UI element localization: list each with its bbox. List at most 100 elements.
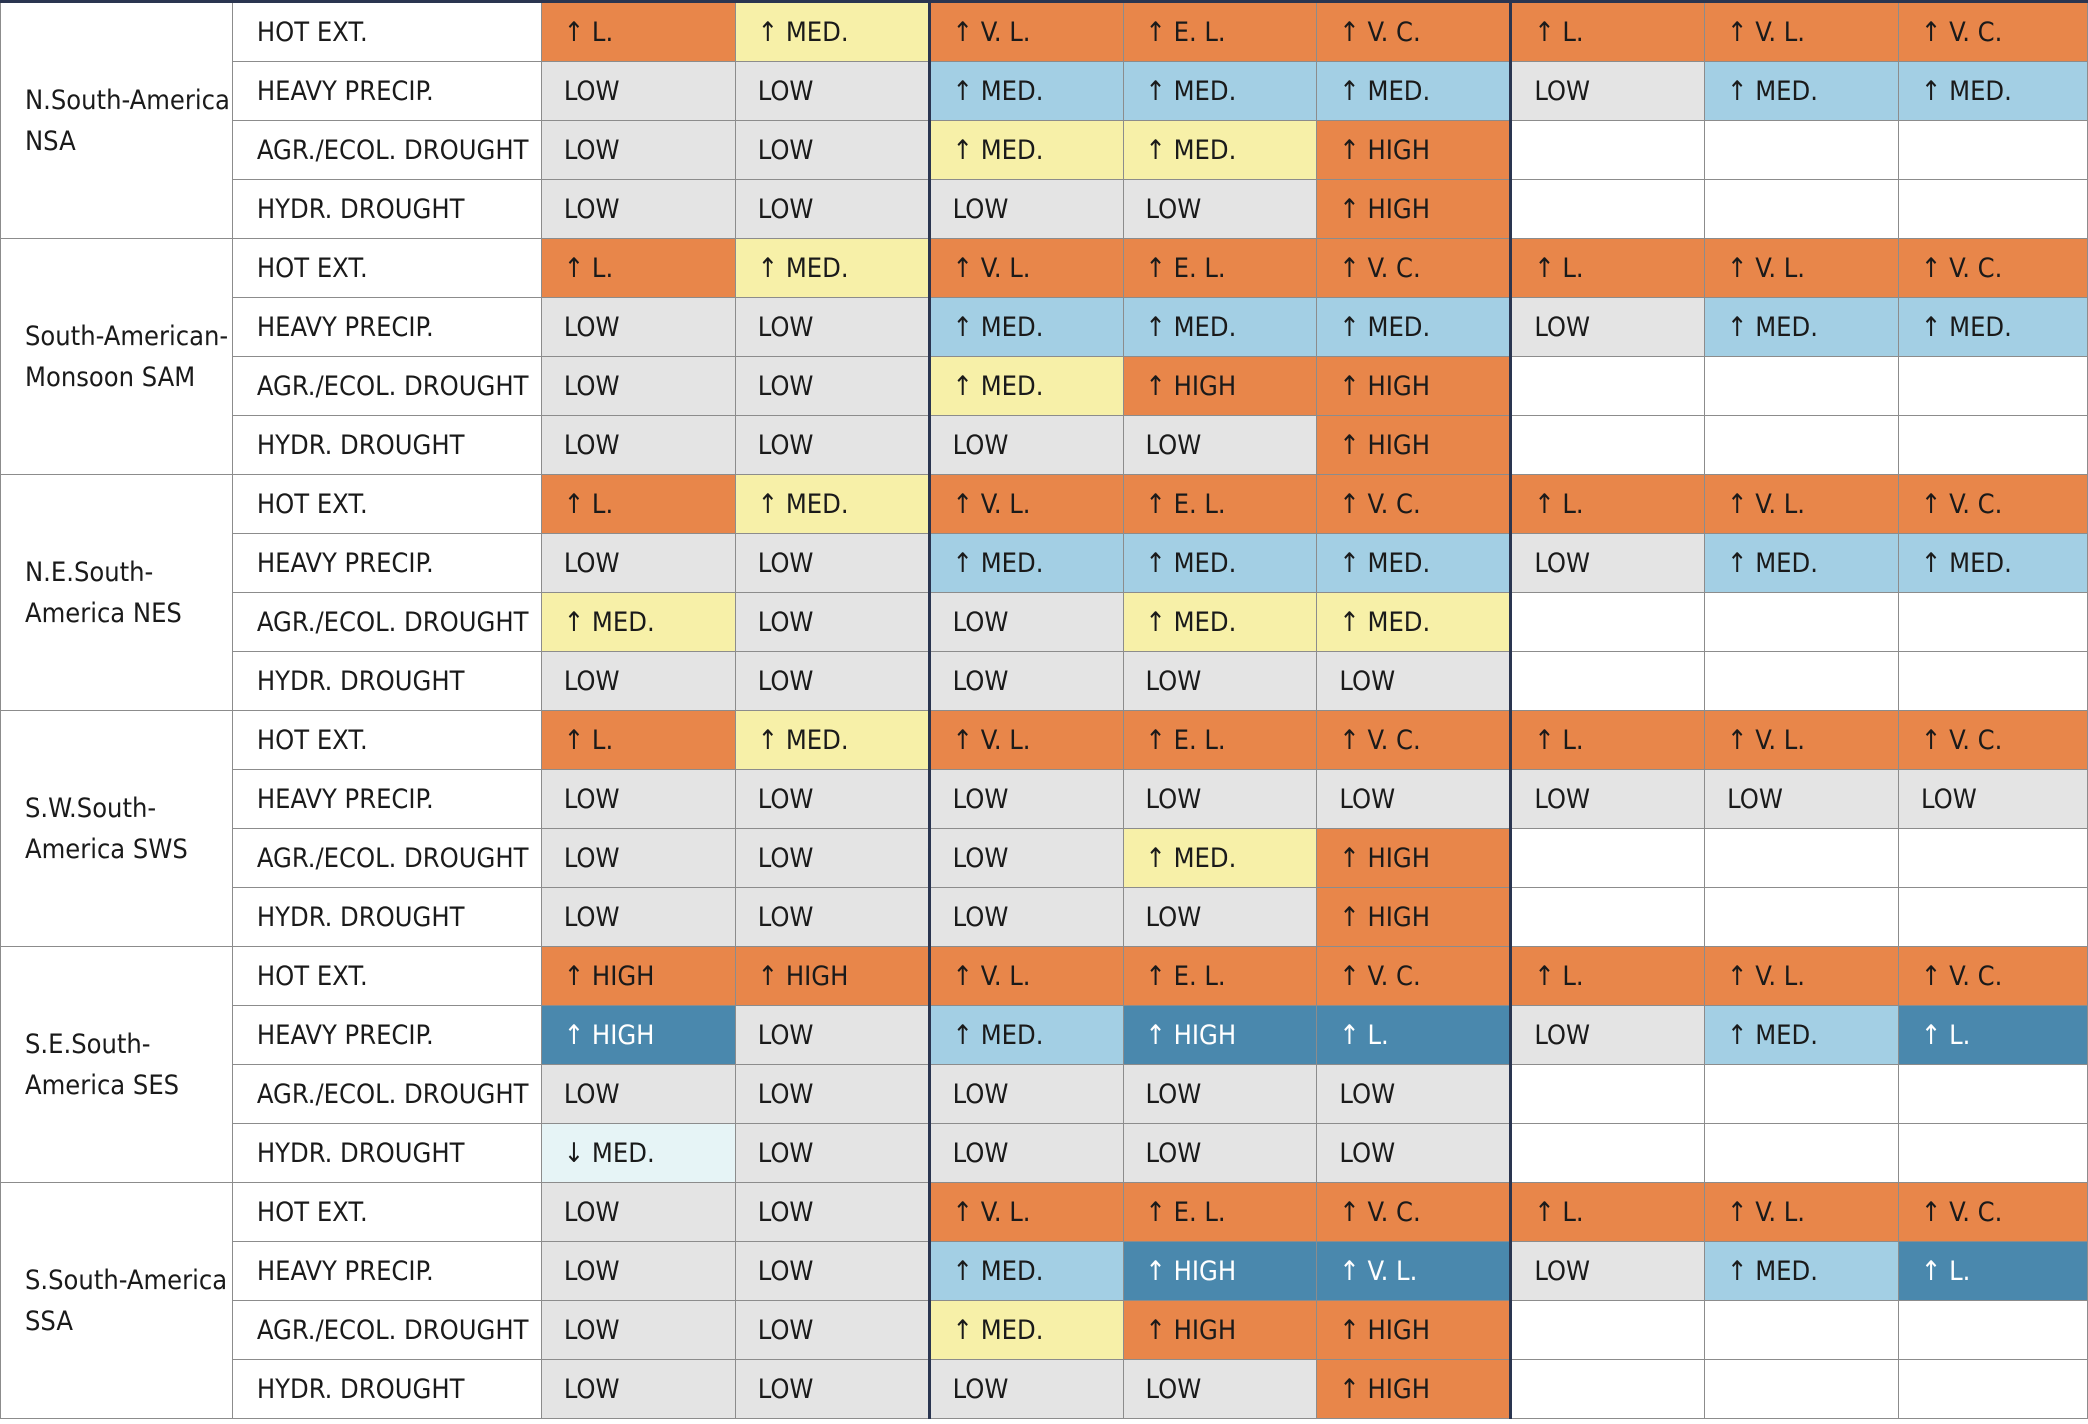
assessment-cell: ↑ HIGH <box>1316 415 1512 475</box>
assessment-cell: LOW <box>734 592 930 652</box>
assessment-cell <box>1509 592 1706 652</box>
assessment-cell: ↑ V. L. <box>1704 1182 1900 1242</box>
assessment-cell: ↑ MED. <box>927 1005 1124 1065</box>
assessment-cell: ↑ L. <box>1509 1182 1706 1242</box>
region-name: South-American-Monsoon SAM <box>0 238 233 475</box>
assessment-cell: ↑ MED. <box>1898 297 2088 357</box>
assessment-cell: ↑ V. C. <box>1316 710 1512 770</box>
assessment-cell: ↑ MED. <box>1122 120 1318 180</box>
assessment-cell: ↑ MED. <box>927 297 1124 357</box>
assessment-cell: ↑ V. L. <box>927 710 1124 770</box>
hazard-label: AGR./ECOL. DROUGHT <box>231 1300 542 1360</box>
assessment-cell: ↑ HIGH <box>1122 1005 1318 1065</box>
assessment-cell: LOW <box>927 1064 1124 1124</box>
assessment-cell: ↑ MED. <box>540 592 736 652</box>
assessment-cell: ↑ V. C. <box>1316 946 1512 1006</box>
assessment-cell: ↑ V. L. <box>1704 474 1900 534</box>
hazard-label: AGR./ECOL. DROUGHT <box>231 828 542 888</box>
hazard-label: HOT EXT. <box>231 238 542 298</box>
assessment-cell: ↑ HIGH <box>1316 179 1512 239</box>
table-row: HYDR. DROUGHT LOW LOW LOW LOW LOW <box>1 651 2088 711</box>
assessment-cell: ↑ HIGH <box>540 946 736 1006</box>
assessment-cell: ↑ HIGH <box>1316 1359 1512 1419</box>
assessment-cell: ↑ MED. <box>927 533 1124 593</box>
region-name: S.W.South-America SWS <box>0 710 233 947</box>
assessment-cell: ↑ L. <box>1509 710 1706 770</box>
hazard-label: HYDR. DROUGHT <box>231 651 542 711</box>
assessment-cell <box>1704 592 1900 652</box>
assessment-cell: ↑ MED. <box>1704 533 1900 593</box>
assessment-cell: LOW <box>734 297 930 357</box>
assessment-cell: LOW <box>1509 61 1706 121</box>
assessment-cell: LOW <box>734 356 930 416</box>
assessment-cell: ↑ L. <box>540 0 736 62</box>
hazard-label: HEAVY PRECIP. <box>231 1241 542 1301</box>
assessment-cell <box>1509 1123 1706 1183</box>
table-row: HEAVY PRECIP. LOW LOW ↑ MED. ↑ HIGH ↑ V. L. LO… <box>1 1241 2088 1301</box>
assessment-cell: LOW <box>540 120 736 180</box>
assessment-cell: ↑ MED. <box>734 710 930 770</box>
table-row: AGR./ECOL. DROUGHT LOW LOW LOW ↑ MED. ↑ HIGH <box>1 828 2088 888</box>
assessment-cell: LOW <box>1122 651 1318 711</box>
assessment-cell <box>1509 1359 1706 1419</box>
assessment-cell: ↑ V. C. <box>1898 238 2088 298</box>
region-name: S.South-America SSA <box>0 1182 233 1419</box>
assessment-cell: ↑ V. L. <box>1316 1241 1512 1301</box>
table-row: AGR./ECOL. DROUGHT ↑ MED. LOW LOW ↑ MED. ↑ ME… <box>1 592 2088 652</box>
assessment-cell: ↑ MED. <box>734 238 930 298</box>
assessment-cell: LOW <box>927 1123 1124 1183</box>
assessment-cell: ↑ HIGH <box>1316 887 1512 947</box>
assessment-cell <box>1898 120 2088 180</box>
assessment-cell: LOW <box>540 61 736 121</box>
assessment-cell: ↑ L. <box>1509 0 1706 62</box>
hazard-label: AGR./ECOL. DROUGHT <box>231 120 542 180</box>
assessment-cell: ↑ MED. <box>1316 533 1512 593</box>
assessment-cell <box>1704 828 1900 888</box>
assessment-cell: ↑ L. <box>1509 238 1706 298</box>
assessment-cell: LOW <box>734 1182 930 1242</box>
assessment-cell <box>1704 1064 1900 1124</box>
assessment-cell: LOW <box>734 415 930 475</box>
assessment-cell: LOW <box>540 297 736 357</box>
assessment-cell: ↑ V. C. <box>1898 1182 2088 1242</box>
assessment-cell: ↑ MED. <box>927 1300 1124 1360</box>
hazard-label: AGR./ECOL. DROUGHT <box>231 1064 542 1124</box>
assessment-cell: ↑ MED. <box>1122 828 1318 888</box>
assessment-cell: LOW <box>1316 1123 1512 1183</box>
assessment-cell: LOW <box>927 179 1124 239</box>
assessment-cell: ↑ L. <box>1509 946 1706 1006</box>
assessment-cell: LOW <box>927 651 1124 711</box>
assessment-cell: ↑ V. C. <box>1316 0 1512 62</box>
assessment-cell: LOW <box>734 887 930 947</box>
assessment-cell: LOW <box>1122 1064 1318 1124</box>
assessment-cell: ↑ L. <box>1509 474 1706 534</box>
assessment-cell <box>1898 356 2088 416</box>
table-row: S.W.South-America SWS HOT EXT. ↑ L. ↑ MED. ↑… <box>0 710 2088 947</box>
hazard-label: HYDR. DROUGHT <box>231 179 542 239</box>
assessment-cell: ↑ MED. <box>927 356 1124 416</box>
assessment-cell: LOW <box>1122 415 1318 475</box>
table-row: N.South-America NSA HOT EXT. ↑ L. ↑ MED. ↑ V… <box>0 0 2088 239</box>
assessment-cell <box>1898 828 2088 888</box>
assessment-cell: ↑ MED. <box>734 0 930 62</box>
assessment-cell: ↓ MED. <box>540 1123 736 1183</box>
assessment-cell <box>1898 1123 2088 1183</box>
assessment-cell <box>1704 415 1900 475</box>
assessment-cell: ↑ MED. <box>1316 61 1512 121</box>
assessment-cell: ↑ MED. <box>1122 61 1318 121</box>
table-row: HEAVY PRECIP. LOW LOW LOW LOW LOW LOW LOW LOW <box>1 769 2088 829</box>
assessment-cell: ↑ V. C. <box>1316 474 1512 534</box>
assessment-cell: ↑ E. L. <box>1122 946 1318 1006</box>
assessment-cell: LOW <box>540 769 736 829</box>
region-name: N.South-America NSA <box>0 0 233 239</box>
assessment-cell: ↑ HIGH <box>1122 356 1318 416</box>
assessment-cell: ↑ HIGH <box>1316 828 1512 888</box>
assessment-cell: ↑ E. L. <box>1122 0 1318 62</box>
assessment-cell: ↑ MED. <box>927 120 1124 180</box>
table-row: HEAVY PRECIP. LOW LOW ↑ MED. ↑ MED. ↑ MED. LOW… <box>1 61 2088 121</box>
assessment-cell <box>1898 887 2088 947</box>
assessment-cell: ↑ MED. <box>927 1241 1124 1301</box>
assessment-cell: ↑ L. <box>540 238 736 298</box>
assessment-cell: LOW <box>1509 1005 1706 1065</box>
